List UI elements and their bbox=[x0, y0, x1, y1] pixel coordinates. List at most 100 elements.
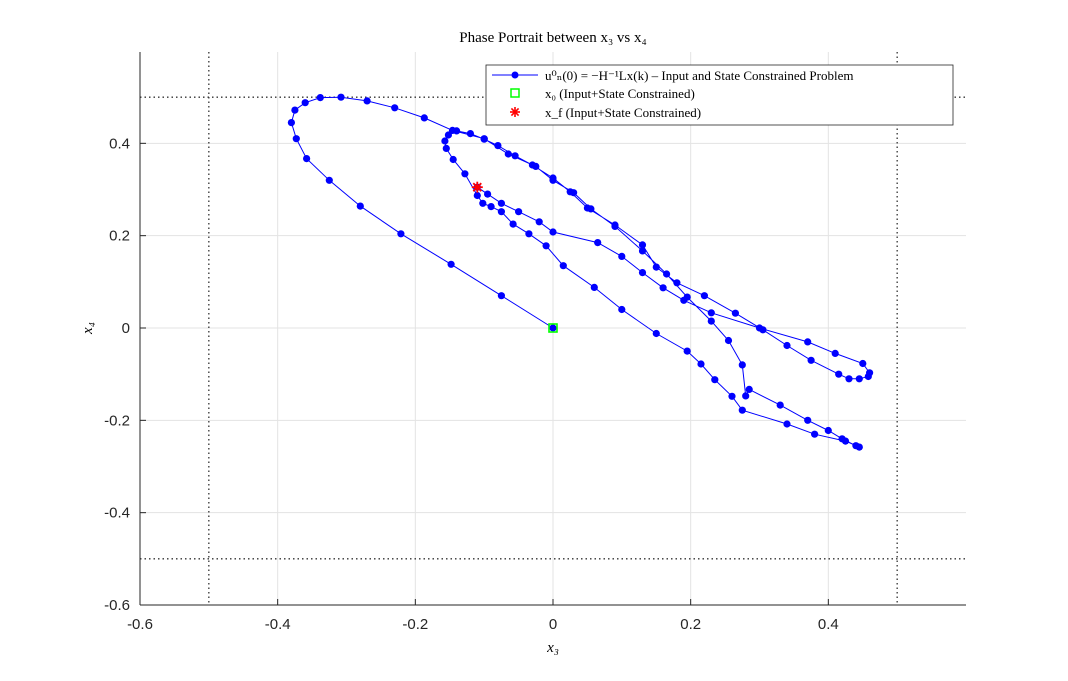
trajectory-point bbox=[807, 356, 815, 364]
trajectory-point bbox=[291, 106, 299, 114]
final-state-marker bbox=[471, 181, 483, 193]
legend-entry-final: x_f (Input+State Constrained) bbox=[545, 105, 701, 120]
x-tick-label: 0.4 bbox=[818, 616, 839, 633]
trajectory-point bbox=[745, 385, 753, 393]
trajectory-point bbox=[447, 260, 455, 268]
trajectory-point bbox=[397, 230, 405, 238]
trajectory-point bbox=[444, 131, 452, 139]
trajectory-point bbox=[497, 199, 505, 207]
trajectory-point bbox=[659, 284, 667, 292]
trajectory-point bbox=[594, 239, 602, 247]
trajectory-point bbox=[738, 361, 746, 369]
trajectory-point bbox=[683, 347, 691, 355]
trajectory-point bbox=[638, 241, 647, 249]
y-tick-label: 0.2 bbox=[109, 228, 130, 245]
trajectory-point bbox=[663, 270, 671, 278]
legend-box bbox=[485, 64, 954, 126]
trajectory-point bbox=[583, 204, 592, 212]
x-tick-label: -0.2 bbox=[402, 616, 428, 633]
trajectory-point bbox=[549, 228, 557, 236]
trajectory-point bbox=[724, 336, 733, 345]
trajectory-point bbox=[535, 218, 543, 226]
trajectory-point bbox=[542, 242, 550, 250]
trajectory-point bbox=[680, 296, 688, 304]
asterisk-stroke bbox=[472, 182, 482, 192]
trajectory-point bbox=[783, 341, 791, 350]
trajectory-point bbox=[528, 161, 537, 169]
trajectory-point bbox=[618, 305, 626, 314]
trajectory-point bbox=[356, 202, 364, 210]
trajectory-point bbox=[287, 119, 295, 127]
trajectory-point bbox=[652, 329, 660, 338]
trajectory-point bbox=[515, 208, 523, 216]
x-ticks: -0.6 -0.4 -0.2 0 0.2 0.4 bbox=[127, 599, 839, 633]
trajectory-point bbox=[804, 416, 812, 424]
trajectory-point bbox=[441, 137, 449, 145]
trajectory-point bbox=[461, 170, 469, 178]
trajectory-point bbox=[755, 324, 764, 332]
trajectory-point bbox=[511, 152, 519, 160]
y-tick-label: -0.4 bbox=[104, 505, 130, 522]
trajectory-point bbox=[466, 130, 474, 138]
trajectory-point bbox=[783, 420, 791, 428]
trajectory-point bbox=[487, 203, 495, 211]
trajectory-point bbox=[442, 144, 450, 152]
trajectory-point bbox=[859, 359, 867, 368]
trajectory-point bbox=[325, 176, 333, 184]
trajectory-point bbox=[841, 437, 850, 445]
trajectory-point bbox=[494, 142, 502, 150]
x-tick-label: 0.2 bbox=[680, 616, 701, 633]
trajectory-point bbox=[700, 292, 709, 300]
trajectory-point bbox=[831, 349, 839, 357]
trajectory-point bbox=[731, 309, 740, 317]
trajectory-point bbox=[504, 150, 512, 158]
trajectory-point bbox=[559, 262, 567, 270]
y-tick-label: -0.6 bbox=[104, 597, 130, 614]
trajectory-point bbox=[525, 230, 533, 238]
trajectory-point bbox=[804, 338, 812, 346]
trajectory-point bbox=[473, 191, 481, 200]
legend-entry-initial: x₀ (Input+State Constrained) bbox=[545, 86, 695, 101]
trajectory-point bbox=[301, 99, 309, 107]
trajectory-point bbox=[811, 430, 819, 438]
initial-state-marker bbox=[548, 323, 558, 333]
legend-asterisk-swatch bbox=[510, 107, 520, 117]
legend-entry-trajectory: u⁰ₙ(0) = −H⁻¹Lx(k) – Input and State Con… bbox=[545, 68, 853, 83]
trajectory-point bbox=[728, 392, 736, 400]
x-tick-label: 0 bbox=[549, 616, 557, 633]
trajectory-point bbox=[509, 220, 517, 228]
trajectory-point bbox=[303, 155, 311, 163]
trajectory-point bbox=[391, 104, 399, 112]
trajectory-point bbox=[549, 174, 557, 182]
trajectory-point bbox=[590, 283, 598, 291]
trajectory-point bbox=[497, 208, 505, 216]
trajectory-point bbox=[652, 263, 660, 271]
y-tick-label: -0.2 bbox=[104, 412, 130, 429]
trajectory-point bbox=[449, 155, 457, 164]
trajectory-point bbox=[711, 376, 719, 384]
series-layer bbox=[287, 93, 874, 451]
legend-dot-swatch bbox=[511, 71, 519, 79]
trajectory-point bbox=[673, 279, 681, 287]
trajectory-point bbox=[866, 369, 874, 377]
trajectory-point bbox=[638, 247, 647, 255]
trajectory-point bbox=[855, 443, 863, 451]
x-axis-label: x₃ bbox=[546, 640, 559, 656]
trajectory-point bbox=[845, 375, 853, 383]
trajectory-point bbox=[707, 317, 715, 325]
legend-square-swatch bbox=[510, 88, 520, 98]
trajectory-point bbox=[549, 324, 557, 332]
trajectory-point bbox=[497, 292, 505, 300]
x-tick-label: -0.4 bbox=[265, 616, 291, 633]
trajectory-point bbox=[835, 370, 843, 378]
trajectory-point bbox=[420, 114, 428, 122]
trajectory-point bbox=[707, 309, 715, 317]
y-ticks: -0.6 -0.4 -0.2 0 0.2 0.4 bbox=[104, 135, 146, 614]
trajectory-point bbox=[697, 360, 705, 368]
special-markers bbox=[471, 181, 558, 333]
trajectory-point bbox=[611, 221, 619, 229]
trajectory-point bbox=[453, 127, 461, 135]
y-axis-label: x₄ bbox=[80, 322, 96, 335]
x-tick-label: -0.6 bbox=[127, 616, 153, 633]
